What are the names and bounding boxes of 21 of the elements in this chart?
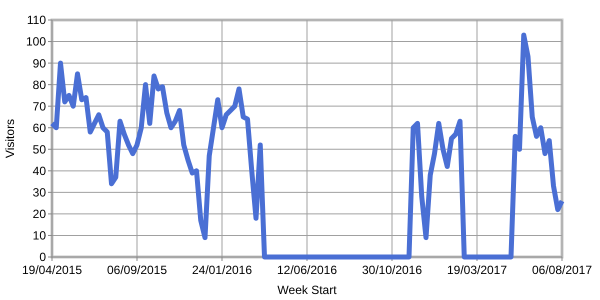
y-tick-label: 100 (26, 34, 46, 49)
y-tick-label: 90 (32, 56, 46, 70)
x-tick-label: 24/01/2016 (192, 263, 252, 277)
x-axis-title: Week Start (277, 283, 338, 297)
x-tick-label: 12/06/2016 (276, 263, 338, 277)
x-tick-label: 06/08/2017 (532, 263, 592, 277)
y-tick-label: 0 (39, 250, 46, 264)
y-tick-label: 70 (32, 99, 46, 114)
y-tick-label: 80 (32, 78, 46, 92)
y-tick-label: 40 (32, 164, 46, 178)
y-tick-label: 10 (32, 228, 46, 243)
x-tick-label: 19/04/2015 (22, 263, 82, 277)
y-tick-label: 110 (26, 13, 46, 28)
y-tick-label: 60 (32, 120, 46, 135)
y-tick-label: 50 (32, 142, 46, 156)
x-tick-label: 30/10/2016 (362, 263, 422, 277)
y-tick-label: 20 (32, 207, 46, 222)
x-tick-label: 06/09/2015 (106, 263, 168, 277)
y-tick-label: 30 (32, 186, 46, 200)
x-tick-label: 19/03/2017 (446, 263, 508, 277)
y-axis-title: Visitors (3, 118, 17, 158)
